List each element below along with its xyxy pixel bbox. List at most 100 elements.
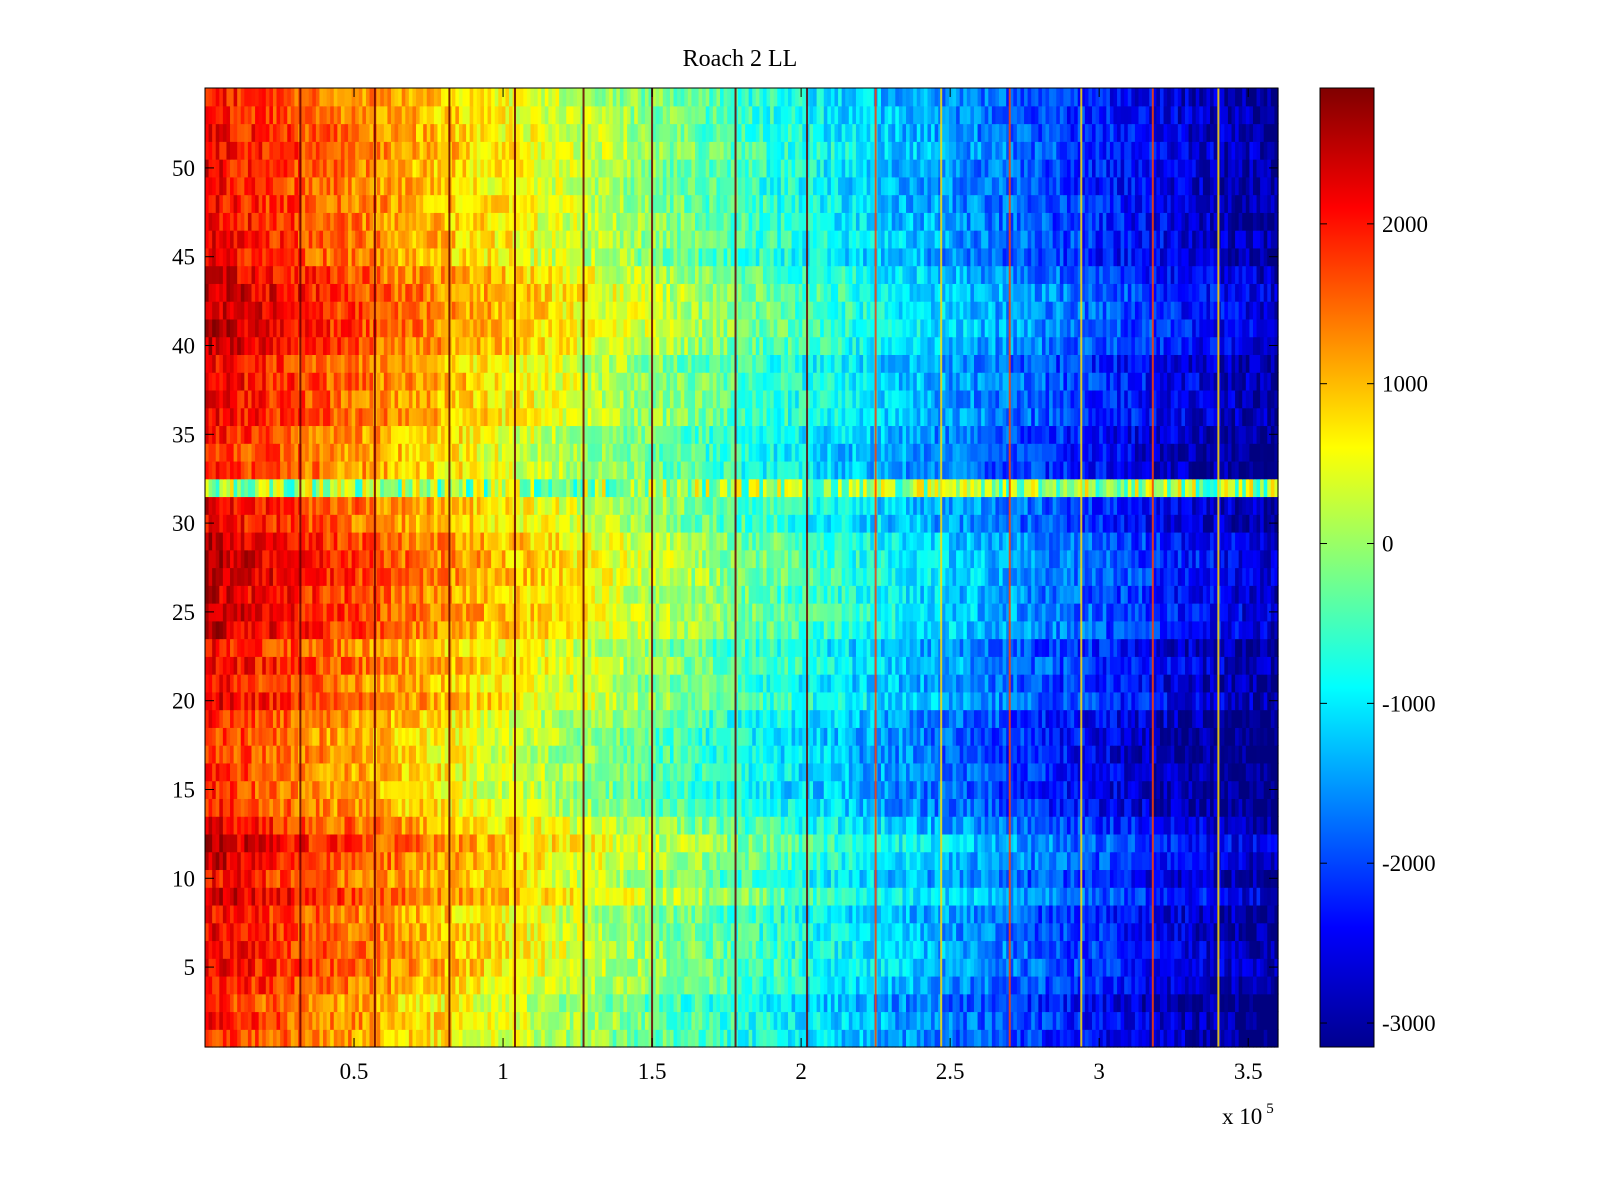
heatmap-cell — [247, 745, 253, 764]
heatmap-cell — [433, 762, 439, 782]
heatmap-cell — [265, 745, 270, 764]
heatmap-cell — [1052, 762, 1057, 782]
heatmap-cell — [1117, 1029, 1122, 1048]
heatmap-cell — [501, 958, 507, 977]
heatmap-cell — [566, 745, 571, 764]
heatmap-cell — [351, 904, 356, 924]
heatmap-cell — [630, 1029, 635, 1048]
heatmap-cell — [290, 851, 296, 871]
heatmap-cell — [294, 816, 299, 835]
heatmap-cell — [1092, 833, 1097, 853]
heatmap-cell — [1252, 940, 1258, 959]
heatmap-cell — [602, 1029, 607, 1048]
heatmap-cell — [1113, 798, 1118, 817]
heatmap-cell — [644, 904, 650, 924]
heatmap-cell — [995, 780, 1000, 799]
heatmap-cell — [305, 798, 310, 817]
heatmap-cell — [1034, 904, 1039, 924]
heatmap-cell — [276, 993, 281, 1013]
heatmap-cell — [1181, 780, 1186, 799]
heatmap-cell — [884, 780, 889, 799]
heatmap-cell — [770, 833, 775, 853]
heatmap-cell — [991, 780, 997, 799]
heatmap-cell — [798, 975, 803, 995]
heatmap-cell — [369, 993, 374, 1013]
heatmap-cell — [423, 1011, 428, 1030]
heatmap-cell — [280, 869, 285, 888]
heatmap-cell — [1192, 869, 1197, 888]
heatmap-cell — [906, 1029, 911, 1048]
heatmap-cell — [287, 1029, 292, 1048]
heatmap-cell — [1145, 993, 1150, 1013]
heatmap-cell — [501, 780, 507, 799]
heatmap-cell — [219, 816, 224, 835]
heatmap-cell — [365, 975, 371, 995]
heatmap-cell — [680, 904, 685, 924]
heatmap-cell — [802, 780, 807, 799]
heatmap-cell — [1195, 869, 1200, 888]
heatmap-cell — [369, 922, 374, 942]
heatmap-cell — [444, 975, 449, 995]
heatmap-cell — [548, 780, 553, 799]
heatmap-cell — [666, 745, 671, 764]
heatmap-cell — [458, 833, 464, 853]
heatmap-cell — [258, 798, 263, 817]
heatmap-cell — [662, 798, 667, 817]
heatmap-cell — [1145, 904, 1150, 924]
heatmap-cell — [616, 887, 621, 906]
heatmap-cell — [1213, 816, 1218, 835]
heatmap-cell — [619, 816, 625, 835]
heatmap-cell — [723, 975, 728, 995]
heatmap-cell — [1006, 1011, 1011, 1030]
heatmap-cell — [330, 975, 335, 995]
heatmap-cell — [333, 816, 338, 835]
heatmap-cell — [480, 1011, 485, 1030]
heatmap-cell — [602, 869, 607, 888]
heatmap-cell — [1249, 1011, 1254, 1030]
heatmap-cell — [312, 1029, 317, 1048]
heatmap-cell — [1202, 1029, 1208, 1048]
heatmap-cell — [1159, 958, 1165, 977]
heatmap-cell — [716, 833, 721, 853]
heatmap-cell — [526, 833, 532, 853]
heatmap-cell — [566, 780, 571, 799]
heatmap-cell — [609, 798, 614, 817]
heatmap-cell — [287, 851, 292, 871]
heatmap-cell — [551, 762, 557, 782]
heatmap-cell — [891, 762, 896, 782]
heatmap-cell — [455, 833, 460, 853]
heatmap-cell — [1174, 940, 1179, 959]
heatmap-cell — [308, 958, 313, 977]
heatmap-cell — [226, 780, 231, 799]
heatmap-cell — [898, 993, 904, 1013]
heatmap-cell — [573, 762, 578, 782]
heatmap-cell — [898, 762, 904, 782]
heatmap-cell — [995, 940, 1000, 959]
heatmap-cell — [973, 1029, 979, 1048]
heatmap-cell — [534, 762, 539, 782]
heatmap-cell — [587, 762, 592, 782]
heatmap-cell — [551, 816, 557, 835]
heatmap-cell — [433, 780, 439, 799]
heatmap-cell — [208, 940, 213, 959]
heatmap-cell — [973, 1011, 979, 1030]
heatmap-cell — [619, 975, 625, 995]
heatmap-cell — [419, 922, 424, 942]
heatmap-cell — [641, 904, 646, 924]
heatmap-cell — [684, 993, 689, 1013]
heatmap-cell — [283, 958, 288, 977]
heatmap-cell — [491, 940, 496, 959]
heatmap-cell — [777, 887, 782, 906]
heatmap-cell — [981, 762, 986, 782]
heatmap-cell — [430, 975, 435, 995]
heatmap-cell — [1066, 869, 1072, 888]
heatmap-cell — [705, 780, 710, 799]
heatmap-cell — [326, 1029, 331, 1048]
heatmap-cell — [963, 798, 968, 817]
heatmap-cell — [941, 1011, 946, 1030]
heatmap-cell — [759, 869, 764, 888]
heatmap-cell — [1056, 851, 1061, 871]
heatmap-cell — [301, 993, 306, 1013]
heatmap-cell — [526, 958, 532, 977]
heatmap-cell — [1256, 922, 1261, 942]
